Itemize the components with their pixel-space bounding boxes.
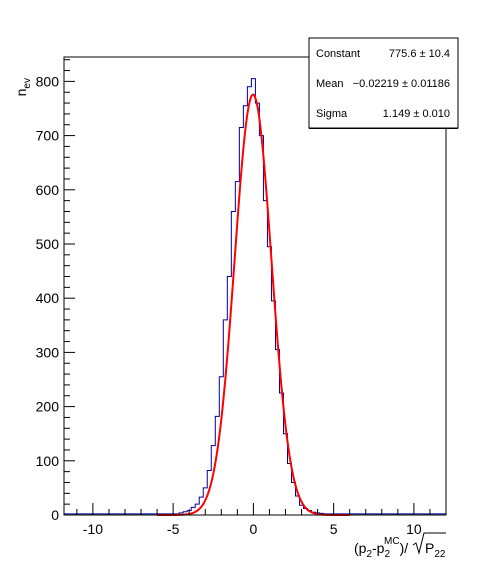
stats-label-constant: Constant: [316, 48, 360, 60]
x-tick-label: -10: [83, 521, 103, 537]
stats-value-sigma: 1.149 ± 0.010: [383, 108, 450, 120]
y-axis-ticks: 0 100 200 300 400 500 600 700 800: [36, 59, 75, 523]
x-axis-ticks: -10 -5 0 5 10: [76, 503, 447, 537]
y-tick-label: 800: [36, 73, 60, 89]
x-tick-label: -5: [167, 521, 180, 537]
stats-value-constant: 775.6 ± 10.4: [389, 48, 450, 60]
x-axis-title: (p2-p2MC)/ P22: [354, 532, 446, 560]
y-tick-label: 100: [36, 453, 60, 469]
stats-value-mean: −0.02219 ± 0.01186: [353, 78, 450, 90]
y-tick-label: 0: [51, 507, 59, 523]
y-tick-label: 300: [36, 344, 60, 360]
stats-box: Constant 775.6 ± 10.4 Mean −0.02219 ± 0.…: [308, 37, 459, 129]
svg-text:(p2-p2MC)/: (p2-p2MC)/: [354, 536, 408, 560]
svg-text:P22: P22: [425, 540, 446, 560]
y-tick-label: 700: [36, 128, 60, 144]
y-tick-label: 200: [36, 399, 60, 415]
stats-box-frame: [308, 37, 459, 129]
stats-label-sigma: Sigma: [316, 108, 348, 120]
x-tick-label: 10: [406, 521, 422, 537]
radical-sign: [412, 532, 446, 555]
y-tick-label: 400: [36, 290, 60, 306]
y-tick-label: 600: [36, 182, 60, 198]
plot-frame: [63, 56, 447, 516]
x-tick-label: 5: [330, 521, 338, 537]
y-axis-title: nev: [13, 78, 33, 96]
y-tick-label: 500: [36, 236, 60, 252]
x-tick-label: 0: [249, 521, 257, 537]
stats-label-mean: Mean: [316, 78, 344, 90]
